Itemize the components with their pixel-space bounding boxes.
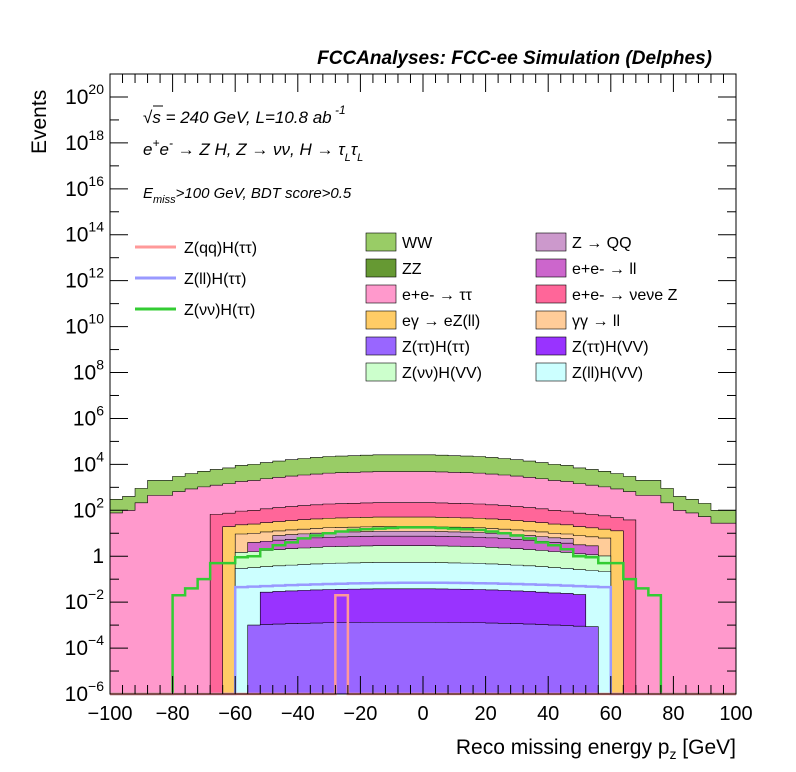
y-axis-ticks: 10−6 10−4 10−2 1 102 104 106 108 1010 1012 1014 101…: [65, 81, 736, 706]
y-axis-label: Events: [28, 90, 51, 154]
x-tick-label: −100: [87, 703, 132, 725]
y-tick-label: 108: [73, 357, 104, 385]
x-tick-label: 100: [719, 703, 752, 725]
signal-znunu-htautau-line: [110, 526, 736, 696]
y-tick-label: 1020: [65, 81, 104, 109]
legend-signal-label: Z(νν)H(ττ): [184, 302, 255, 319]
x-tick-label: −40: [281, 703, 315, 725]
legend-background-label: e+e- → ll: [572, 261, 636, 278]
sqrt-symbol: √: [143, 108, 153, 127]
x-axis-ticks: −100 −80 −60 −40 −20 0 20 40 60 80 100: [87, 74, 753, 725]
legend-background-swatch: [365, 284, 397, 304]
y-tick-label: 1018: [65, 127, 104, 155]
legend-background-label: WW: [402, 235, 433, 252]
legend-background-swatch: [535, 258, 567, 278]
annotation-energy-text: s = 240 GeV, L=10.8 ab: [152, 108, 331, 127]
svg-text:√s = 240 GeV, L=10.8 ab -1: √s = 240 GeV, L=10.8 ab -1: [143, 103, 346, 127]
legend-signal-label: Z(ll)H(ττ): [184, 271, 246, 288]
x-tick-label: 80: [662, 703, 684, 725]
x-tick-label: 0: [417, 703, 428, 725]
x-tick-label: −80: [156, 703, 190, 725]
x-tick-label: −60: [218, 703, 252, 725]
x-tick-label: 40: [537, 703, 559, 725]
legend-background-label: e+e- → ττ: [402, 287, 473, 304]
annotation-process: e+e- → Z H, Z → νν, H → τLτL: [143, 136, 363, 164]
legend-background-swatch: [365, 310, 397, 330]
y-tick-label: 1016: [65, 173, 104, 201]
x-tick-label: −20: [343, 703, 377, 725]
legend-background-swatch: [365, 362, 397, 382]
legend-background-swatch: [535, 336, 567, 356]
x-axis-label-unit: [GeV]: [676, 736, 736, 759]
legend-signals: Z(qq)H(ττ) Z(ll)H(ττ) Z(νν)H(ττ): [135, 240, 257, 319]
legend-background-label: Z(ll)H(VV): [572, 365, 643, 382]
signal-zll-htautau-line: [110, 581, 736, 696]
legend-backgrounds: WW Z → QQ ZZ e+e- → ll e+e- → ττ e+e- → νeνe …: [365, 232, 678, 382]
y-tick-label: 106: [73, 402, 104, 430]
chart-title: FCCAnalyses: FCC-ee Simulation (Delphes): [317, 48, 712, 69]
legend-background-swatch: [535, 362, 567, 382]
annotation-energy-exp: -1: [332, 103, 346, 117]
legend-background-label: Z(νν)H(VV): [402, 365, 482, 382]
y-tick-label: 1: [92, 545, 104, 568]
legend-signal-label: Z(qq)H(ττ): [184, 240, 257, 257]
y-tick-label: 1014: [65, 219, 104, 247]
legend-background-label: Z(ττ)H(VV): [572, 339, 649, 356]
legend-background-label: eγ → eZ(ll): [402, 313, 480, 330]
annotation-energy: √s = 240 GeV, L=10.8 ab -1: [143, 103, 346, 127]
y-tick-label: 10−4: [65, 632, 105, 660]
legend-background-label: Z(ττ)H(ττ): [402, 339, 470, 356]
plot-area: [109, 454, 737, 696]
y-tick-label: 1012: [65, 265, 104, 293]
legend-background-swatch: [535, 284, 567, 304]
legend-background-label: ZZ: [402, 261, 422, 278]
legend-background-label: γγ → ll: [572, 313, 620, 330]
y-tick-label: 102: [73, 494, 104, 522]
y-tick-label: 10−6: [65, 678, 105, 706]
legend-background-swatch: [535, 310, 567, 330]
x-tick-label: 20: [474, 703, 496, 725]
y-tick-label: 10−2: [65, 586, 105, 614]
legend-background-label: e+e- → νeνe Z: [572, 287, 678, 304]
x-axis-label-sub: z: [669, 746, 676, 762]
annotation-cuts: Emiss>100 GeV, BDT score>0.5: [143, 185, 352, 206]
legend-background-swatch: [365, 232, 397, 252]
legend-background-swatch: [365, 336, 397, 356]
x-tick-label: 60: [600, 703, 622, 725]
y-tick-label: 104: [73, 448, 104, 476]
legend-background-swatch: [365, 258, 397, 278]
x-axis-label-main: Reco missing energy p: [456, 736, 670, 759]
y-tick-label: 1010: [65, 311, 104, 339]
hist-9: [110, 621, 736, 695]
legend-background-label: Z → QQ: [572, 235, 632, 252]
x-axis-label: Reco missing energy pz [GeV]: [456, 736, 736, 762]
legend-background-swatch: [535, 232, 567, 252]
